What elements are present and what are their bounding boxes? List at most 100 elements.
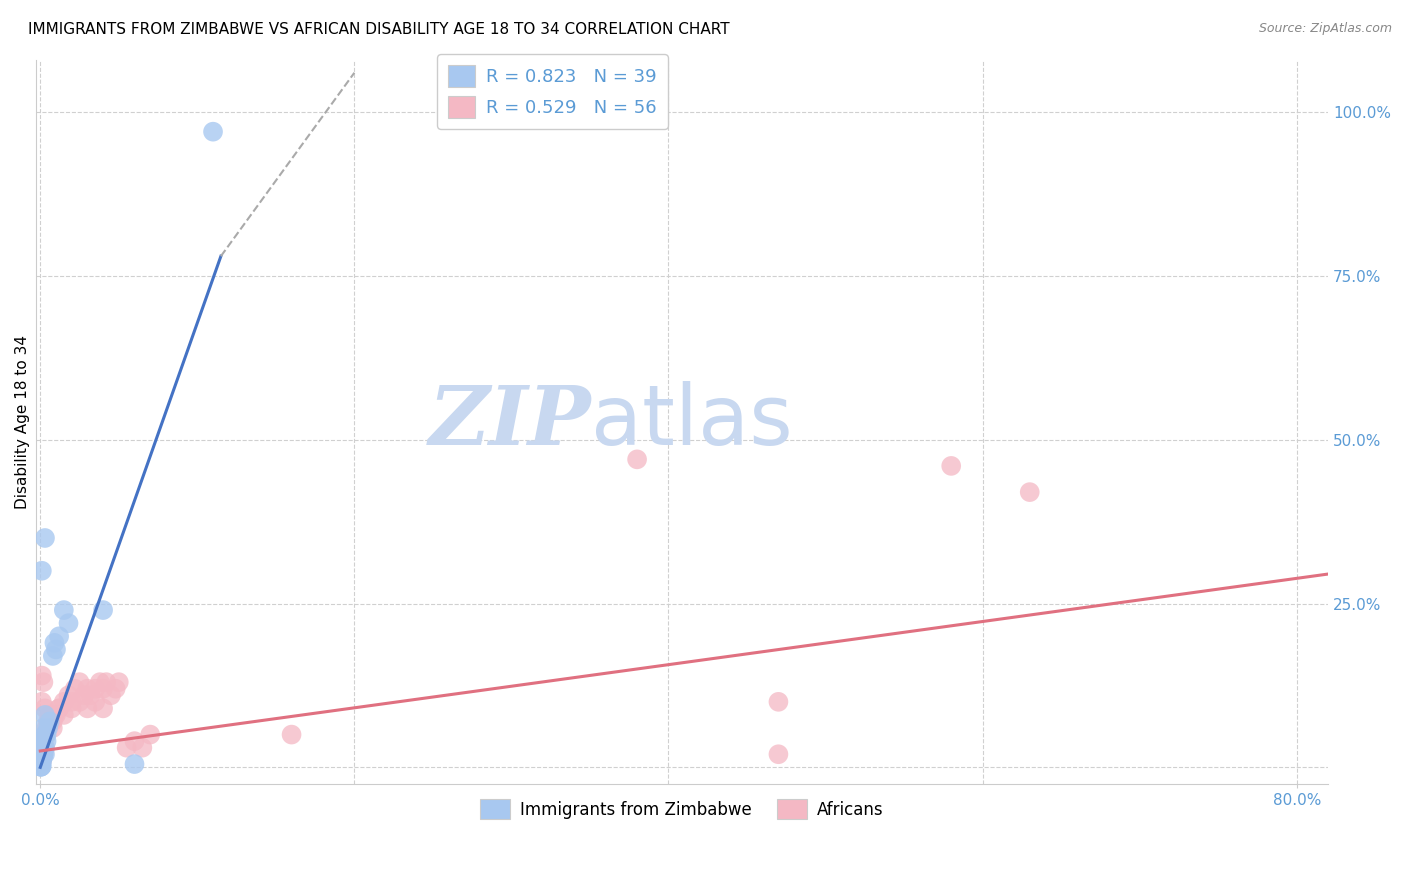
Point bbox=[34, 728, 56, 742]
Point bbox=[58, 688, 80, 702]
Point bbox=[34, 531, 56, 545]
Point bbox=[32, 747, 55, 762]
Point bbox=[39, 714, 62, 729]
Point bbox=[941, 458, 963, 473]
Point bbox=[37, 714, 59, 729]
Point bbox=[626, 452, 648, 467]
Point bbox=[124, 734, 146, 748]
Point bbox=[31, 564, 53, 578]
Point bbox=[45, 642, 67, 657]
Point bbox=[100, 688, 122, 702]
Point bbox=[35, 728, 58, 742]
Point bbox=[768, 747, 790, 762]
Point bbox=[52, 603, 75, 617]
Legend: Immigrants from Zimbabwe, Africans: Immigrants from Zimbabwe, Africans bbox=[474, 792, 890, 826]
Point bbox=[60, 701, 83, 715]
Point bbox=[32, 734, 55, 748]
Point bbox=[124, 757, 146, 772]
Point bbox=[31, 750, 53, 764]
Point bbox=[31, 754, 53, 768]
Point bbox=[31, 750, 53, 764]
Point bbox=[42, 721, 65, 735]
Point bbox=[32, 721, 55, 735]
Point bbox=[131, 740, 153, 755]
Point bbox=[58, 616, 80, 631]
Point bbox=[69, 675, 91, 690]
Point bbox=[89, 675, 111, 690]
Point bbox=[31, 740, 53, 755]
Point bbox=[91, 701, 114, 715]
Point bbox=[45, 707, 67, 722]
Point bbox=[32, 740, 55, 755]
Point bbox=[34, 728, 56, 742]
Point bbox=[84, 681, 107, 696]
Point bbox=[32, 744, 55, 758]
Point bbox=[60, 695, 83, 709]
Point bbox=[31, 759, 53, 773]
Point bbox=[32, 747, 55, 762]
Point bbox=[37, 721, 59, 735]
Point bbox=[34, 701, 56, 715]
Point bbox=[31, 757, 53, 772]
Point bbox=[768, 695, 790, 709]
Point bbox=[30, 760, 52, 774]
Point bbox=[84, 695, 107, 709]
Point bbox=[42, 714, 65, 729]
Point bbox=[35, 734, 58, 748]
Point bbox=[139, 728, 162, 742]
Point bbox=[1018, 485, 1040, 500]
Point bbox=[30, 759, 52, 773]
Point bbox=[69, 695, 91, 709]
Point bbox=[76, 681, 98, 696]
Point bbox=[44, 636, 66, 650]
Point bbox=[31, 747, 53, 762]
Point bbox=[96, 675, 118, 690]
Point bbox=[91, 603, 114, 617]
Point bbox=[48, 701, 70, 715]
Point bbox=[48, 629, 70, 643]
Point bbox=[32, 747, 55, 762]
Point bbox=[38, 707, 60, 722]
Point bbox=[44, 707, 66, 722]
Point bbox=[31, 695, 53, 709]
Point bbox=[76, 701, 98, 715]
Point bbox=[42, 648, 65, 663]
Point bbox=[32, 675, 55, 690]
Point bbox=[34, 740, 56, 755]
Y-axis label: Disability Age 18 to 34: Disability Age 18 to 34 bbox=[15, 334, 30, 508]
Point bbox=[32, 744, 55, 758]
Point bbox=[73, 688, 96, 702]
Point bbox=[31, 740, 53, 755]
Point bbox=[30, 760, 52, 774]
Point bbox=[280, 728, 302, 742]
Point bbox=[34, 707, 56, 722]
Text: Source: ZipAtlas.com: Source: ZipAtlas.com bbox=[1258, 22, 1392, 36]
Point bbox=[38, 707, 60, 722]
Point bbox=[31, 754, 53, 768]
Point bbox=[31, 734, 53, 748]
Text: atlas: atlas bbox=[592, 381, 793, 462]
Point bbox=[31, 754, 53, 768]
Point bbox=[107, 675, 129, 690]
Point bbox=[115, 740, 138, 755]
Point bbox=[31, 668, 53, 682]
Point bbox=[52, 707, 75, 722]
Point bbox=[104, 681, 127, 696]
Point bbox=[52, 695, 75, 709]
Point bbox=[202, 125, 225, 139]
Point bbox=[34, 740, 56, 755]
Point bbox=[31, 740, 53, 755]
Point bbox=[34, 747, 56, 762]
Point bbox=[30, 760, 52, 774]
Point bbox=[30, 757, 52, 772]
Point bbox=[32, 734, 55, 748]
Point bbox=[30, 757, 52, 772]
Point bbox=[63, 681, 86, 696]
Text: ZIP: ZIP bbox=[429, 382, 592, 462]
Text: IMMIGRANTS FROM ZIMBABWE VS AFRICAN DISABILITY AGE 18 TO 34 CORRELATION CHART: IMMIGRANTS FROM ZIMBABWE VS AFRICAN DISA… bbox=[28, 22, 730, 37]
Point bbox=[91, 681, 114, 696]
Point bbox=[79, 688, 101, 702]
Point bbox=[48, 701, 70, 715]
Point bbox=[31, 747, 53, 762]
Point bbox=[35, 721, 58, 735]
